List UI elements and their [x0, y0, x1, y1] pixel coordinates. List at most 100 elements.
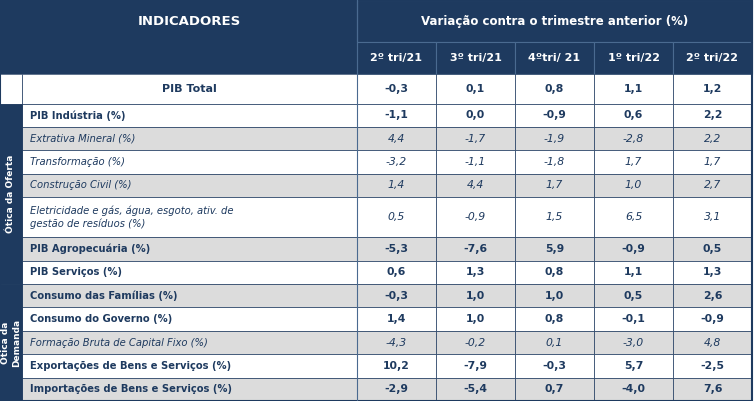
Text: -0,1: -0,1	[621, 314, 646, 324]
Text: Transformação (%): Transformação (%)	[30, 157, 125, 167]
Text: 1,7: 1,7	[704, 157, 721, 167]
Bar	[0, 174, 22, 197]
Text: 10,2: 10,2	[383, 361, 410, 371]
Bar	[22, 73, 357, 103]
Bar	[436, 197, 515, 237]
Text: 1,0: 1,0	[466, 314, 485, 324]
Text: 4,4: 4,4	[388, 134, 405, 144]
Bar	[673, 308, 752, 331]
Text: 1,3: 1,3	[703, 267, 723, 277]
Text: -3,2: -3,2	[386, 157, 407, 167]
Bar	[515, 174, 594, 197]
Bar	[436, 43, 515, 73]
Bar	[22, 237, 357, 261]
Bar	[515, 103, 594, 127]
Bar	[673, 378, 752, 401]
Bar	[594, 197, 673, 237]
Bar	[357, 284, 436, 308]
Text: -0,9: -0,9	[621, 244, 646, 254]
Text: 0,8: 0,8	[545, 83, 564, 93]
Bar	[673, 174, 752, 197]
Text: Consumo do Governo (%): Consumo do Governo (%)	[30, 314, 172, 324]
Bar	[436, 378, 515, 401]
Bar	[0, 197, 22, 237]
Bar	[0, 261, 22, 284]
Bar	[436, 150, 515, 174]
Bar	[594, 73, 673, 103]
Bar	[436, 237, 515, 261]
Text: -1,9: -1,9	[544, 134, 565, 144]
Text: 1º tri/22: 1º tri/22	[608, 53, 660, 63]
Text: 0,7: 0,7	[545, 384, 564, 394]
Bar	[515, 354, 594, 378]
Bar	[357, 0, 752, 43]
Text: -1,1: -1,1	[465, 157, 486, 167]
Text: 1,7: 1,7	[546, 180, 563, 190]
Text: -7,9: -7,9	[464, 361, 488, 371]
Bar	[0, 354, 22, 378]
Text: Extrativa Mineral (%): Extrativa Mineral (%)	[30, 134, 135, 144]
Text: -0,2: -0,2	[465, 338, 486, 348]
Bar	[22, 378, 357, 401]
Text: -5,3: -5,3	[384, 244, 408, 254]
Bar	[515, 284, 594, 308]
Text: 2,2: 2,2	[704, 134, 721, 144]
Bar	[673, 237, 752, 261]
Bar	[0, 73, 22, 103]
Bar	[594, 308, 673, 331]
Text: 3,1: 3,1	[704, 212, 721, 222]
Text: -3,0: -3,0	[623, 338, 644, 348]
Text: PIB Agropecuária (%): PIB Agropecuária (%)	[30, 244, 150, 254]
Text: 1,0: 1,0	[466, 291, 485, 301]
Text: 1,5: 1,5	[546, 212, 563, 222]
Bar	[0, 103, 22, 127]
Bar	[515, 308, 594, 331]
Text: -1,1: -1,1	[384, 110, 408, 120]
Bar	[357, 197, 436, 237]
Bar	[673, 150, 752, 174]
Text: Formação Bruta de Capital Fixo (%): Formação Bruta de Capital Fixo (%)	[30, 338, 208, 348]
Bar	[357, 150, 436, 174]
Bar	[673, 103, 752, 127]
Bar	[594, 354, 673, 378]
Text: 1,0: 1,0	[625, 180, 642, 190]
Text: 1,2: 1,2	[703, 83, 723, 93]
Bar	[594, 331, 673, 354]
Bar	[673, 73, 752, 103]
Bar	[0, 0, 357, 43]
Text: -0,3: -0,3	[384, 291, 408, 301]
Text: 0,6: 0,6	[387, 267, 406, 277]
Text: -2,9: -2,9	[384, 384, 408, 394]
Text: PIB Serviços (%): PIB Serviços (%)	[30, 267, 122, 277]
Bar	[594, 284, 673, 308]
Bar	[0, 73, 22, 103]
Bar	[594, 150, 673, 174]
Bar	[515, 127, 594, 150]
Text: -0,9: -0,9	[465, 212, 486, 222]
Text: -4,0: -4,0	[621, 384, 646, 394]
Text: 1,7: 1,7	[625, 157, 642, 167]
Text: -1,8: -1,8	[544, 157, 565, 167]
Bar	[673, 354, 752, 378]
Bar	[357, 378, 436, 401]
Bar	[515, 331, 594, 354]
Text: 1,1: 1,1	[624, 83, 643, 93]
Bar	[515, 197, 594, 237]
Bar	[594, 127, 673, 150]
Bar	[22, 308, 357, 331]
Text: Consumo das Famílias (%): Consumo das Famílias (%)	[30, 290, 177, 301]
Text: 0,1: 0,1	[466, 83, 485, 93]
Text: 1,4: 1,4	[388, 180, 405, 190]
Text: 3º tri/21: 3º tri/21	[449, 53, 501, 63]
Bar	[357, 43, 436, 73]
Text: 4ºtri/ 21: 4ºtri/ 21	[528, 53, 581, 63]
Text: -4,3: -4,3	[386, 338, 407, 348]
Bar	[436, 354, 515, 378]
Bar	[594, 174, 673, 197]
Bar	[0, 284, 22, 308]
Text: -2,5: -2,5	[701, 361, 725, 371]
Bar	[22, 354, 357, 378]
Bar	[594, 43, 673, 73]
Text: 0,0: 0,0	[466, 110, 485, 120]
Bar	[0, 284, 22, 401]
